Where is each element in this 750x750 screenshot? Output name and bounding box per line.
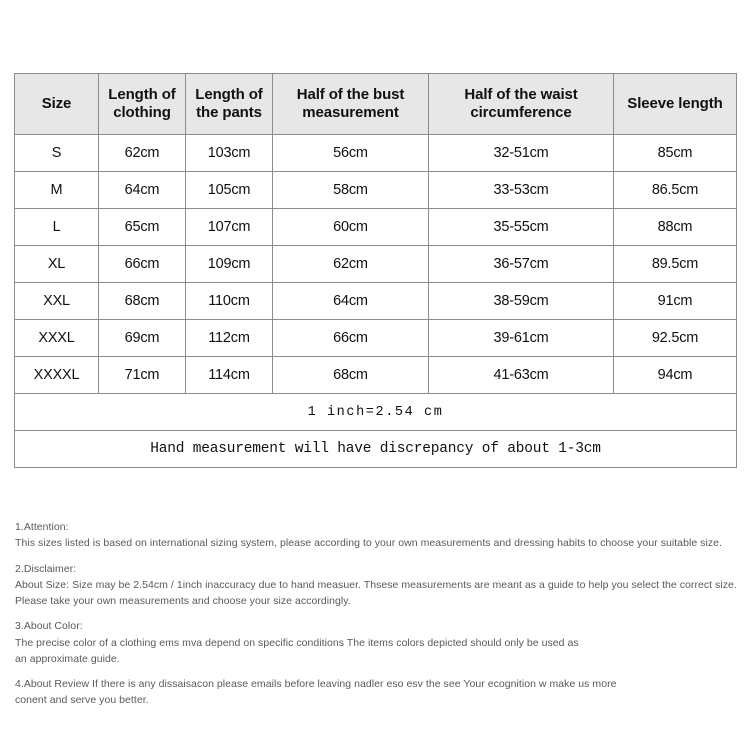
cell-half-waist: 41-63cm xyxy=(428,356,614,394)
note-about-review: 4.About Review If there is any dissaisac… xyxy=(15,676,737,709)
note-disclaimer: 2.Disclaimer: About Size: Size may be 2.… xyxy=(15,561,737,610)
size-table-header: Size Length of clothing Length of the pa… xyxy=(14,73,737,135)
cell-half-bust: 60cm xyxy=(272,208,429,246)
note-about-color-heading: 3.About Color: xyxy=(15,620,83,633)
cell-length-of-pants: 109cm xyxy=(185,245,273,283)
table-row: XXXL 69cm 112cm 66cm 39-61cm 92.5cm xyxy=(14,319,737,357)
column-header-half-waist: Half of the waist circumference xyxy=(428,73,614,135)
cell-length-of-clothing: 66cm xyxy=(98,245,186,283)
cell-half-waist: 35-55cm xyxy=(428,208,614,246)
note-about-review-line-2: conent and serve you better. xyxy=(15,694,149,707)
hand-measurement-note: Hand measurement will have discrepancy o… xyxy=(14,430,737,468)
cell-length-of-pants: 114cm xyxy=(185,356,273,394)
table-row: M 64cm 105cm 58cm 33-53cm 86.5cm xyxy=(14,171,737,209)
cell-size: XXXXL xyxy=(14,356,99,394)
table-row: XL 66cm 109cm 62cm 36-57cm 89.5cm xyxy=(14,245,737,283)
column-header-half-bust: Half of the bust measurement xyxy=(272,73,429,135)
cell-length-of-pants: 110cm xyxy=(185,282,273,320)
cell-sleeve-length: 85cm xyxy=(613,134,737,172)
note-about-color-line-1: The precise color of a clothing ems mva … xyxy=(15,636,579,649)
cell-half-bust: 64cm xyxy=(272,282,429,320)
cell-length-of-pants: 112cm xyxy=(185,319,273,357)
cell-half-waist: 33-53cm xyxy=(428,171,614,209)
cell-length-of-pants: 107cm xyxy=(185,208,273,246)
cell-size: XL xyxy=(14,245,99,283)
note-attention-line-1: This sizes listed is based on internatio… xyxy=(15,537,722,550)
cell-size: S xyxy=(14,134,99,172)
cell-sleeve-length: 88cm xyxy=(613,208,737,246)
table-row: S 62cm 103cm 56cm 32-51cm 85cm xyxy=(14,134,737,172)
cell-half-waist: 32-51cm xyxy=(428,134,614,172)
size-table: Size Length of clothing Length of the pa… xyxy=(14,73,737,468)
note-disclaimer-line-1: About Size: Size may be 2.54cm / 1inch i… xyxy=(15,578,737,591)
table-header-row: Size Length of clothing Length of the pa… xyxy=(14,73,737,135)
cell-half-waist: 36-57cm xyxy=(428,245,614,283)
note-about-color: 3.About Color: The precise color of a cl… xyxy=(15,618,737,667)
cell-half-bust: 62cm xyxy=(272,245,429,283)
table-row: XXL 68cm 110cm 64cm 38-59cm 91cm xyxy=(14,282,737,320)
cell-sleeve-length: 86.5cm xyxy=(613,171,737,209)
note-attention-heading: 1.Attention: xyxy=(15,521,69,533)
cell-size: XXL xyxy=(14,282,99,320)
table-row: L 65cm 107cm 60cm 35-55cm 88cm xyxy=(14,208,737,246)
column-header-sleeve-length: Sleeve length xyxy=(613,73,737,135)
cell-half-waist: 39-61cm xyxy=(428,319,614,357)
cell-sleeve-length: 94cm xyxy=(613,356,737,394)
cell-sleeve-length: 91cm xyxy=(613,282,737,320)
cell-length-of-clothing: 71cm xyxy=(98,356,186,394)
cell-half-waist: 38-59cm xyxy=(428,282,614,320)
cell-half-bust: 68cm xyxy=(272,356,429,394)
cell-half-bust: 56cm xyxy=(272,134,429,172)
size-table-body: S 62cm 103cm 56cm 32-51cm 85cm M 64cm 10… xyxy=(14,134,737,468)
cell-half-bust: 66cm xyxy=(272,319,429,357)
cell-size: XXXL xyxy=(14,319,99,357)
cell-size: M xyxy=(14,171,99,209)
cell-length-of-clothing: 69cm xyxy=(98,319,186,357)
table-row: XXXXL 71cm 114cm 68cm 41-63cm 94cm xyxy=(14,356,737,394)
table-footer-row-discrepancy: Hand measurement will have discrepancy o… xyxy=(14,430,737,468)
inch-conversion-note: 1 inch=2.54 cm xyxy=(14,393,737,431)
cell-sleeve-length: 92.5cm xyxy=(613,319,737,357)
table-footer-row-conversion: 1 inch=2.54 cm xyxy=(14,393,737,431)
cell-sleeve-length: 89.5cm xyxy=(613,245,737,283)
size-table-container: Size Length of clothing Length of the pa… xyxy=(14,73,737,468)
cell-size: L xyxy=(14,208,99,246)
note-about-color-line-2: an approximate guide. xyxy=(15,652,120,665)
column-header-length-of-pants: Length of the pants xyxy=(185,73,273,135)
cell-length-of-pants: 105cm xyxy=(185,171,273,209)
cell-length-of-clothing: 68cm xyxy=(98,282,186,320)
note-disclaimer-line-2: Please take your own measurements and ch… xyxy=(15,595,351,608)
column-header-size: Size xyxy=(14,73,99,135)
note-disclaimer-heading: 2.Disclaimer: xyxy=(15,562,77,575)
notes-section: 1.Attention: This sizes listed is based … xyxy=(15,519,737,718)
cell-half-bust: 58cm xyxy=(272,171,429,209)
column-header-length-of-clothing: Length of clothing xyxy=(98,73,186,135)
note-attention: 1.Attention: This sizes listed is based … xyxy=(15,519,737,552)
cell-length-of-clothing: 64cm xyxy=(98,171,186,209)
cell-length-of-clothing: 65cm xyxy=(98,208,186,246)
cell-length-of-clothing: 62cm xyxy=(98,134,186,172)
note-about-review-line-1: 4.About Review If there is any dissaisac… xyxy=(15,678,617,691)
cell-length-of-pants: 103cm xyxy=(185,134,273,172)
